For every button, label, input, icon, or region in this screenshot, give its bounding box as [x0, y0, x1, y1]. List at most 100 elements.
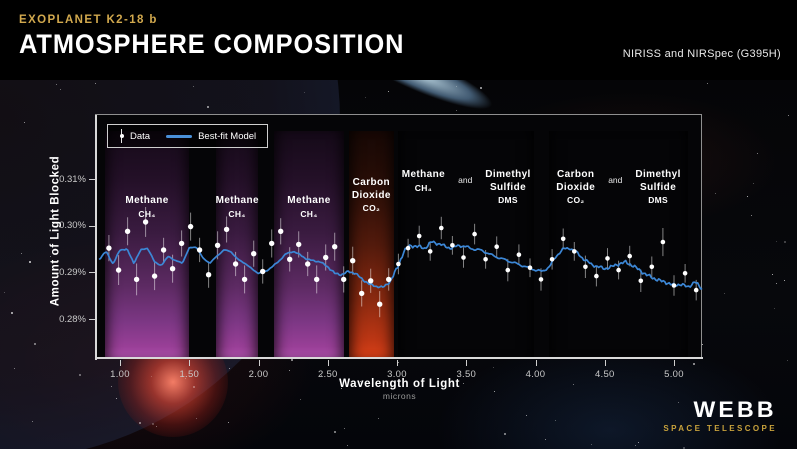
star — [360, 381, 361, 382]
band-label-line: CH₄ — [300, 208, 318, 219]
star — [152, 423, 154, 425]
band-label-line: CH₄ — [414, 182, 433, 193]
star — [715, 193, 716, 194]
star — [772, 274, 773, 275]
data-point — [124, 228, 131, 234]
data-point — [178, 240, 185, 247]
data-point — [483, 257, 488, 262]
band-label-line: DMS — [648, 195, 668, 205]
data-point — [693, 287, 699, 293]
data-point — [505, 267, 511, 273]
star — [34, 343, 36, 345]
header: EXOPLANET K2-18 b ATMOSPHERE COMPOSITION — [19, 14, 429, 60]
star — [493, 367, 494, 368]
band-label-line: Methane — [287, 195, 331, 206]
star — [334, 431, 336, 433]
data-point — [527, 265, 533, 270]
x-tick-label: 2.50 — [317, 369, 338, 380]
data-point — [359, 290, 365, 297]
star — [526, 415, 527, 416]
legend-data-item: Data — [119, 129, 150, 143]
data-point — [241, 276, 248, 283]
star — [702, 344, 703, 345]
data-point — [427, 249, 433, 254]
x-axis-title: Wavelength of Light — [339, 378, 460, 390]
data-point — [169, 266, 176, 272]
star — [456, 110, 457, 111]
data-point — [142, 219, 149, 225]
data-point — [660, 239, 666, 245]
star — [635, 445, 636, 446]
legend-model-label: Best-fit Model — [198, 130, 257, 142]
x-tick — [604, 360, 606, 366]
spectrum-plot — [98, 207, 703, 318]
y-tick — [89, 179, 95, 180]
band-label-line: CH₄ — [228, 208, 246, 219]
y-tick-label: 0.30% — [59, 220, 86, 232]
y-tick — [89, 272, 95, 274]
legend-model-item: Best-fit Model — [166, 131, 256, 142]
data-point — [323, 254, 329, 261]
star — [707, 83, 708, 84]
x-tick — [120, 360, 121, 366]
data-point — [649, 264, 655, 270]
data-point — [115, 267, 122, 273]
data-point — [549, 257, 555, 262]
star — [573, 384, 574, 385]
star — [693, 363, 695, 365]
star — [740, 410, 741, 411]
star — [32, 421, 33, 422]
data-point — [223, 226, 230, 233]
data-point — [106, 245, 112, 251]
band-label-line: CO₂ — [567, 195, 585, 205]
star — [79, 374, 81, 376]
star — [463, 383, 464, 384]
band-label-line: Carbon — [557, 169, 595, 180]
model-line-icon — [166, 134, 193, 138]
star — [757, 153, 758, 154]
data-point — [305, 261, 311, 267]
star — [378, 418, 379, 419]
star — [228, 422, 229, 423]
star — [95, 83, 96, 84]
page-title: ATMOSPHERE COMPOSITION — [19, 29, 405, 59]
band-label-line: CH₄ — [138, 208, 156, 219]
star — [545, 439, 546, 440]
x-tick — [189, 360, 191, 366]
star — [156, 426, 157, 427]
star — [388, 91, 389, 92]
star — [111, 386, 112, 387]
star — [341, 388, 342, 389]
band-label-line: Dioxide — [556, 181, 596, 193]
data-point — [187, 223, 194, 230]
star — [54, 198, 55, 199]
band-label-line: Methane — [215, 195, 259, 206]
star — [185, 378, 186, 379]
star — [450, 382, 451, 383]
star — [456, 86, 457, 87]
data-point — [296, 241, 302, 248]
star — [724, 293, 725, 294]
instruments-label: NIRISS and NIRSpec (G395H) — [622, 48, 781, 60]
star — [494, 391, 495, 392]
data-point — [450, 243, 455, 248]
band-label-line: Dimethyl — [635, 169, 681, 180]
data-point — [269, 240, 275, 247]
band-label-connector: and — [608, 175, 623, 185]
band-label: Carbon Dioxide CO₂ and Dimethyl Sulfide DMS — [549, 169, 688, 206]
data-point — [377, 301, 383, 307]
star — [683, 447, 685, 449]
absorption-band-methane-band-1: Methane CH₄ — [104, 131, 190, 358]
legend-data-label: Data — [130, 130, 151, 142]
data-point — [368, 278, 374, 284]
eyebrow-label: EXOPLANET K2-18 b — [19, 14, 158, 26]
data-point — [278, 228, 284, 234]
star — [774, 308, 775, 309]
star — [125, 370, 126, 371]
data-point — [616, 267, 621, 273]
star — [776, 283, 777, 284]
star — [787, 360, 788, 361]
x-axis-title-block: Wavelength of Light microns — [96, 378, 703, 401]
data-point — [461, 255, 466, 260]
best-fit-model-line — [98, 240, 703, 290]
